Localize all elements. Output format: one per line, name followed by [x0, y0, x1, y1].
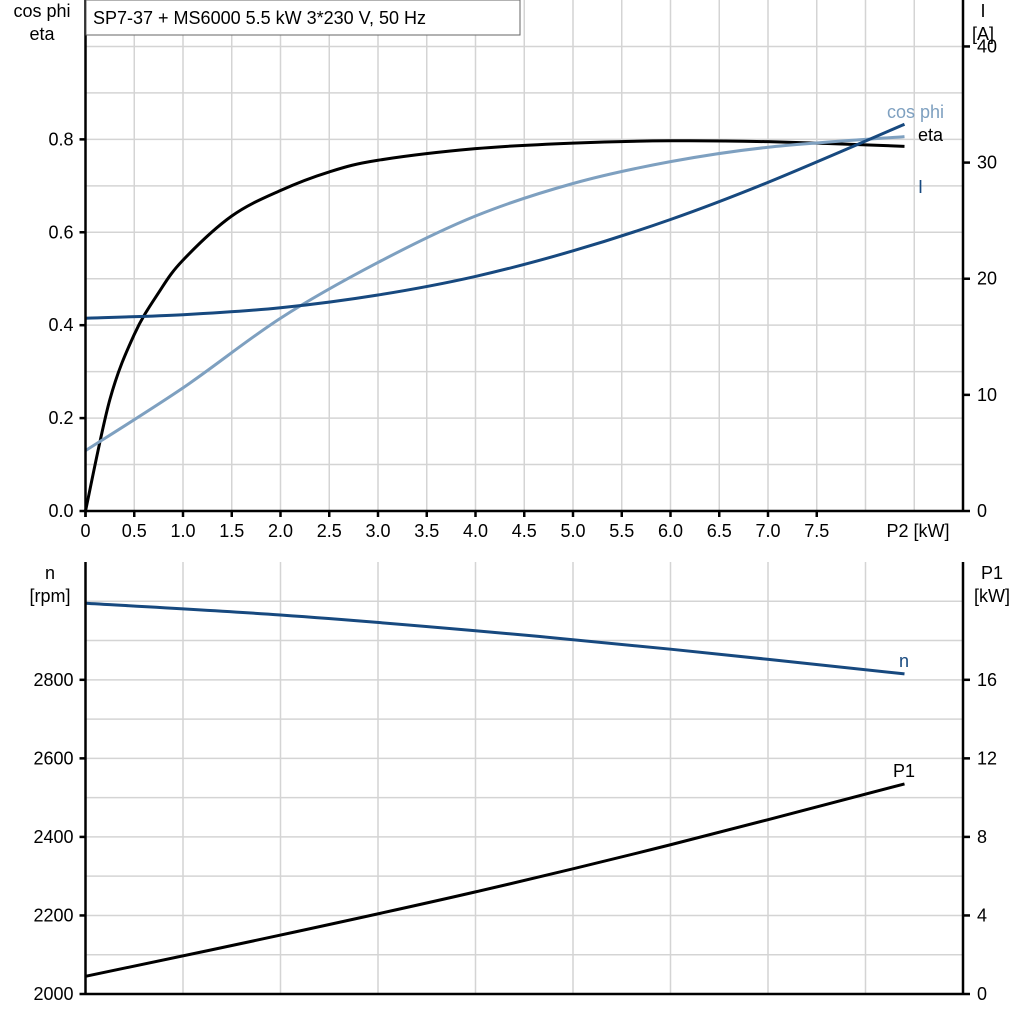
left-tick-label: 0.0 [48, 501, 73, 521]
right-tick-label: 16 [977, 670, 997, 690]
right-axis-title: [kW] [974, 586, 1010, 606]
curve-label-I: I [918, 177, 923, 197]
left-tick-label: 2400 [33, 827, 73, 847]
right-axis-title: P1 [981, 563, 1003, 583]
x-tick-label: 1.0 [170, 521, 195, 541]
curve-n [85, 601, 905, 676]
left-axis-title: n [45, 563, 55, 583]
right-tick-label: 0 [977, 501, 987, 521]
left-tick-label: 0.4 [48, 315, 73, 335]
x-tick-label: 1.5 [219, 521, 244, 541]
right-axis-title: [A] [972, 24, 994, 44]
right-tick-label: 20 [977, 269, 997, 289]
bottom-plot-grid [85, 562, 963, 994]
curve-I [85, 122, 906, 320]
left-tick-label: 2000 [33, 984, 73, 1004]
left-tick-label: 2800 [33, 670, 73, 690]
x-tick-label: 6.0 [658, 521, 683, 541]
x-tick-label: 6.5 [707, 521, 732, 541]
x-tick-label: 3.5 [414, 521, 439, 541]
curve-label-eta: eta [918, 125, 944, 145]
top-plot-grid [85, 0, 963, 511]
axes [79, 0, 970, 996]
curve-eta [84, 139, 905, 512]
right-tick-label: 0 [977, 984, 987, 1004]
curve-P1 [85, 782, 905, 978]
left-tick-label: 0.6 [48, 222, 73, 242]
right-tick-label: 4 [977, 905, 987, 925]
left-tick-label: 2200 [33, 905, 73, 925]
x-tick-label: 4.5 [512, 521, 537, 541]
left-tick-label: 2600 [33, 748, 73, 768]
x-tick-label: 5.5 [609, 521, 634, 541]
x-tick-label: 3.0 [365, 521, 390, 541]
left-tick-label: 0.8 [48, 129, 73, 149]
x-tick-label: 7.0 [755, 521, 780, 541]
curves [84, 122, 906, 978]
right-tick-label: 10 [977, 385, 997, 405]
x-tick-label: 5.0 [560, 521, 585, 541]
x-tick-label: 2.0 [268, 521, 293, 541]
left-axis-title: cos phi [13, 1, 70, 21]
left-tick-label: 0.2 [48, 408, 73, 428]
x-tick-label: 7.5 [804, 521, 829, 541]
x-tick-label: 4.0 [463, 521, 488, 541]
curve-label-n: n [899, 651, 909, 671]
x-tick-label: 0 [80, 521, 90, 541]
x-tick-label: 0.5 [122, 521, 147, 541]
left-axis-title: [rpm] [29, 586, 70, 606]
right-axis-title: I [980, 1, 985, 21]
chart-title: SP7-37 + MS6000 5.5 kW 3*230 V, 50 Hz [93, 8, 426, 28]
x-tick-label: 2.5 [317, 521, 342, 541]
right-tick-label: 12 [977, 748, 997, 768]
left-axis-title: eta [29, 24, 55, 44]
title-box [85, 0, 521, 36]
x-axis-label: P2 [kW] [886, 521, 949, 541]
right-tick-label: 8 [977, 827, 987, 847]
right-tick-label: 40 [977, 36, 997, 56]
right-tick-label: 30 [977, 153, 997, 173]
curve-label-P1: P1 [893, 761, 915, 781]
curve-label-cos-phi: cos phi [887, 102, 944, 122]
curve-cos-phi [84, 135, 905, 452]
